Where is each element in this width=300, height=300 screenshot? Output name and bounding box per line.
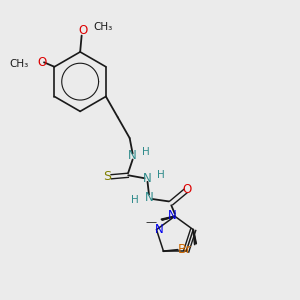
Text: N: N bbox=[167, 209, 176, 222]
Text: N: N bbox=[128, 149, 137, 162]
Text: Br: Br bbox=[178, 243, 192, 256]
Text: H: H bbox=[142, 147, 150, 158]
Text: CH₃: CH₃ bbox=[93, 22, 112, 32]
Text: S: S bbox=[103, 170, 111, 183]
Text: O: O bbox=[78, 24, 88, 37]
Text: CH₃: CH₃ bbox=[9, 59, 28, 69]
Text: —: — bbox=[146, 217, 157, 226]
Text: O: O bbox=[37, 56, 46, 69]
Text: N: N bbox=[143, 172, 152, 185]
Text: H: H bbox=[131, 195, 139, 205]
Text: H: H bbox=[157, 170, 165, 180]
Text: O: O bbox=[183, 183, 192, 196]
Text: N: N bbox=[145, 191, 153, 204]
Text: N: N bbox=[155, 223, 164, 236]
